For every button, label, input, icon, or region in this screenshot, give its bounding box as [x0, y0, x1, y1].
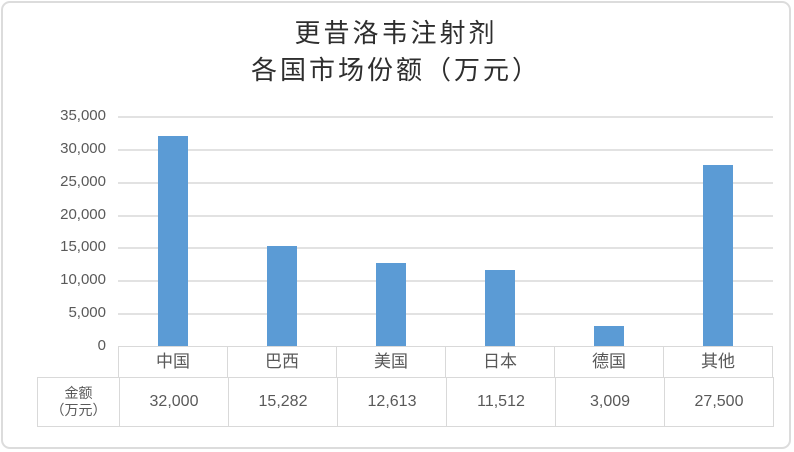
category-label-cell: 日本 [445, 347, 554, 377]
category-label-cell: 中国 [156, 352, 190, 371]
value-cell: 27,500 [664, 378, 773, 426]
gridline [118, 182, 773, 184]
category-label-cell: 德国 [554, 347, 663, 377]
y-axis-tick-label: 10,000 [60, 271, 106, 289]
y-axis-tick-label: 35,000 [60, 107, 106, 124]
y-axis-tick-label: 15,000 [60, 238, 106, 256]
category-label-cell: 其他 [663, 347, 772, 377]
gridline [118, 247, 773, 249]
series-header-cell: 金额 （万元） [38, 378, 119, 426]
chart-title-line2: 各国市场份额（万元） [250, 56, 541, 86]
bar [594, 326, 624, 346]
gridline [118, 215, 773, 217]
value-cell: 32,000 [119, 378, 228, 426]
bar [376, 263, 406, 346]
bar [158, 136, 188, 346]
value-cell: 15,282 [228, 378, 337, 426]
series-header-line1: 金额 [64, 385, 93, 401]
gridline [118, 313, 773, 315]
value-cell: 3,009 [555, 378, 664, 426]
gridline [118, 116, 773, 118]
y-axis: 35,000 30,000 25,000 20,000 15,000 10,000 5,00… [33, 3, 106, 447]
gridline [118, 280, 773, 282]
value-cell: 11,512 [446, 378, 555, 426]
y-axis-tick-label: 5,000 [68, 304, 106, 322]
bar [703, 165, 733, 346]
category-axis-row: 中国 巴西 美国 日本 德国 其他 [118, 346, 773, 377]
series-header-line2: （万元） [50, 402, 107, 418]
y-axis-tick-label: 0 [97, 337, 106, 354]
gridline [118, 149, 773, 151]
data-table-row: 金额 （万元） 32,000 15,282 12,613 11,512 3,009 27,… [37, 377, 774, 427]
plot-area [118, 116, 773, 346]
value-cell: 12,613 [337, 378, 446, 426]
chart-title: 更昔洛韦注射剂 各国市场份额（万元） [3, 16, 789, 90]
y-axis-tick-label: 30,000 [60, 139, 106, 157]
category-label-cell: 美国 [336, 347, 445, 377]
y-axis-tick-label: 20,000 [60, 205, 106, 223]
bar [267, 246, 297, 346]
bar [485, 270, 515, 346]
y-axis-tick-label: 25,000 [60, 172, 106, 190]
chart-title-line1: 更昔洛韦注射剂 [294, 19, 498, 49]
category-label-cell: 巴西 [227, 347, 336, 377]
